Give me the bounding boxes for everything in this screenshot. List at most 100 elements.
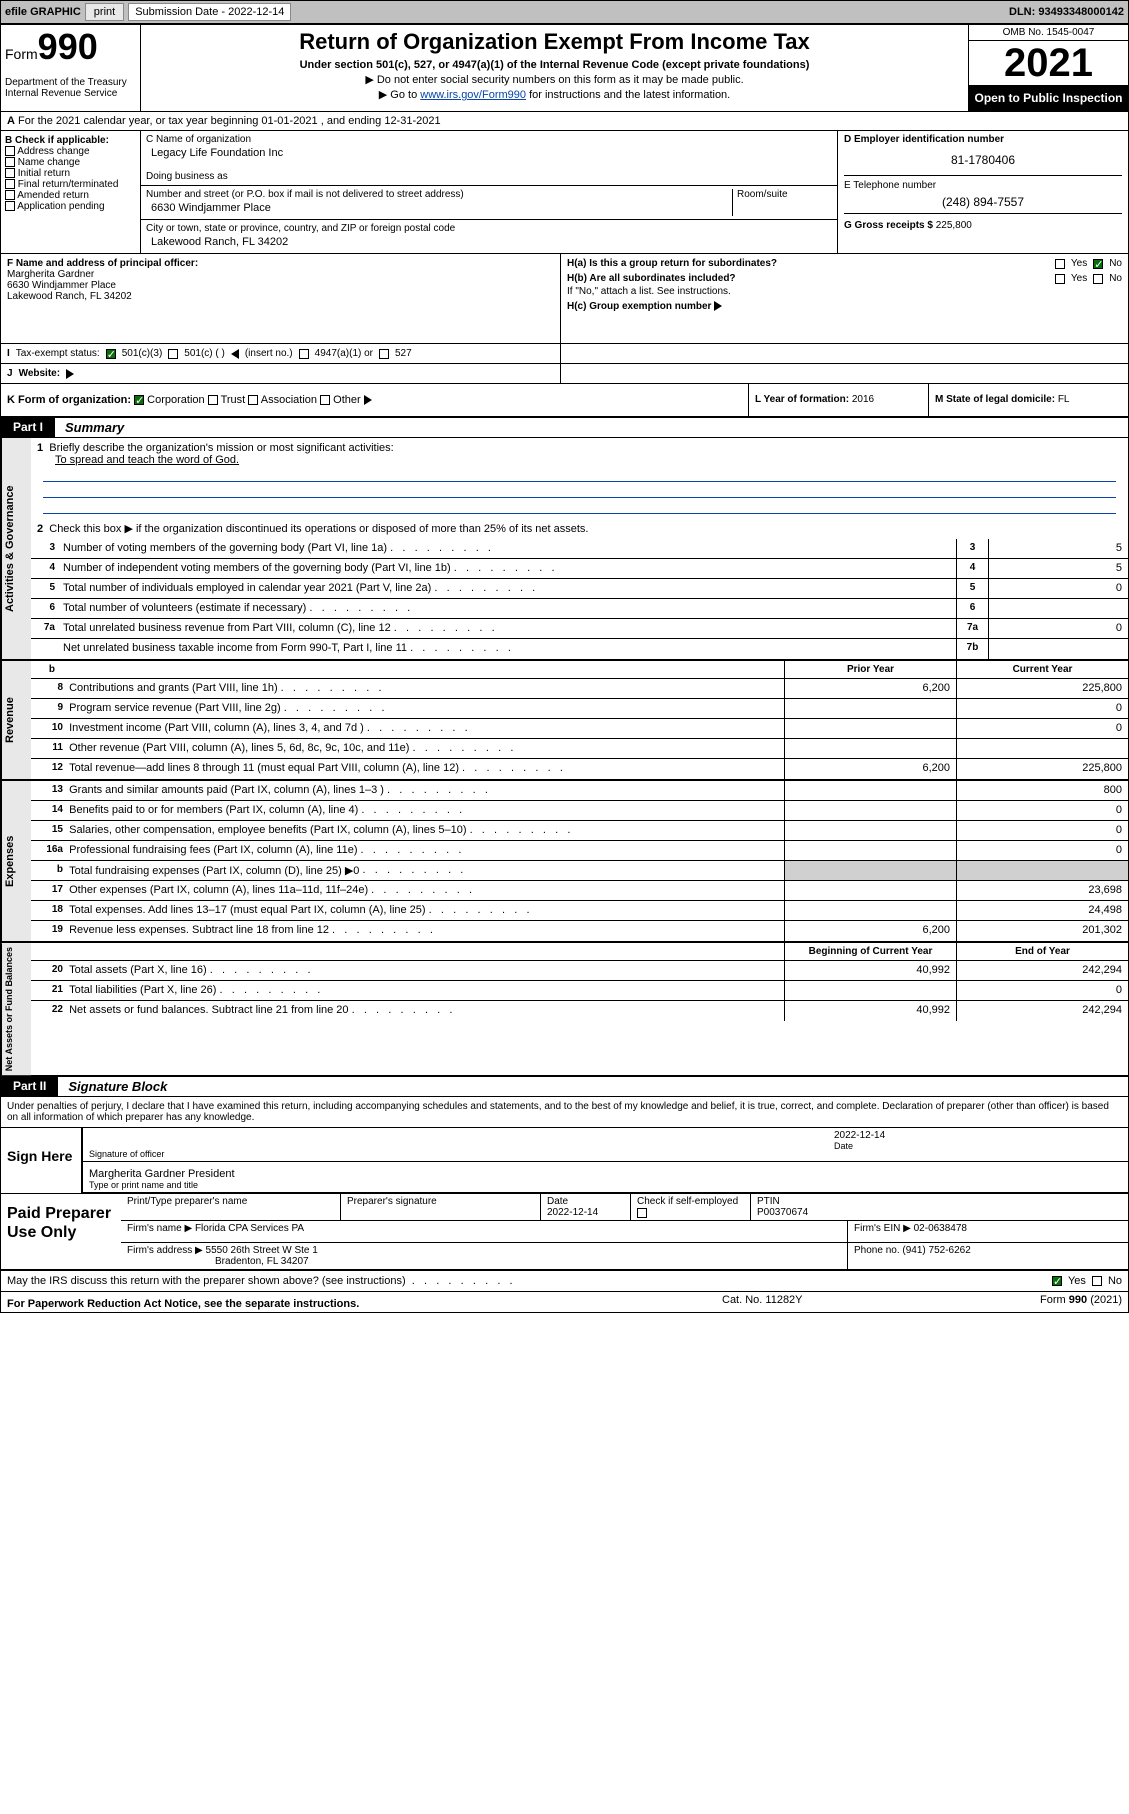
- 527: 527: [395, 348, 412, 359]
- arrow-right-icon: [66, 369, 74, 379]
- sidelabel-exp: Expenses: [1, 781, 31, 941]
- curr-val: 0: [956, 821, 1128, 840]
- hb-note: If "No," attach a list. See instructions…: [567, 286, 1122, 297]
- checkbox-icon[interactable]: [5, 157, 15, 167]
- sig-officer[interactable]: Signature of officer: [81, 1128, 828, 1162]
- hc-row: H(c) Group exemption number: [567, 301, 1122, 312]
- checkbox-icon[interactable]: [5, 190, 15, 200]
- prior-val: [784, 821, 956, 840]
- form-header: Form990 Department of the Treasury Inter…: [1, 25, 1128, 112]
- curr-val: [956, 861, 1128, 880]
- irs-label: Internal Revenue Service: [5, 88, 136, 99]
- efile-label: efile GRAPHIC: [5, 6, 81, 18]
- section-de: D Employer identification number 81-1780…: [838, 131, 1128, 253]
- checkbox-icon[interactable]: [5, 179, 15, 189]
- line-text: 11 Other revenue (Part VIII, column (A),…: [31, 739, 784, 758]
- form-footer: Form 990 (2021): [922, 1294, 1122, 1310]
- checkbox-icon[interactable]: [637, 1208, 647, 1218]
- line-text: 15 Salaries, other compensation, employe…: [31, 821, 784, 840]
- checkbox-icon[interactable]: [1055, 259, 1065, 269]
- gross-receipts: 225,800: [936, 220, 972, 231]
- checkbox-icon[interactable]: [168, 349, 178, 359]
- i-label: I: [7, 348, 10, 359]
- curr-val: [956, 739, 1128, 758]
- prior-year-hdr: Prior Year: [784, 661, 956, 678]
- addr-block: Number and street (or P.O. box if mail i…: [141, 186, 837, 220]
- curr-val: 225,800: [956, 759, 1128, 779]
- checkbox-icon[interactable]: [320, 395, 330, 405]
- dba-label: Doing business as: [146, 161, 832, 182]
- section-a: A For the 2021 calendar year, or tax yea…: [1, 112, 1128, 131]
- blank: [31, 943, 784, 960]
- box-val: 5: [988, 539, 1128, 558]
- checkbox-icon[interactable]: [208, 395, 218, 405]
- data-line: 16a Professional fundraising fees (Part …: [31, 841, 1128, 861]
- prior-val: 6,200: [784, 921, 956, 941]
- firm-ein: Firm's EIN ▶ 02-0638478: [848, 1221, 1128, 1242]
- gov-line: 5 Total number of individuals employed i…: [31, 579, 1128, 599]
- section-c: C Name of organization Legacy Life Found…: [141, 131, 838, 253]
- k-other: Other: [333, 394, 361, 406]
- l-label: L Year of formation:: [755, 394, 849, 405]
- prior-val: [784, 739, 956, 758]
- line-num: 6: [31, 599, 59, 618]
- no-label: No: [1109, 258, 1122, 269]
- prior-val: [784, 841, 956, 860]
- hb-row: H(b) Are all subordinates included? Yes …: [567, 273, 1122, 284]
- box-val: 0: [988, 619, 1128, 638]
- j-left: J Website:: [1, 364, 561, 383]
- hb-label: H(b) Are all subordinates included?: [567, 273, 1049, 284]
- gov-section: Activities & Governance 1 Briefly descri…: [1, 438, 1128, 661]
- h3v: 2022-12-14: [547, 1207, 624, 1218]
- exp-section: Expenses 13 Grants and similar amounts p…: [1, 781, 1128, 943]
- checkbox-icon[interactable]: [379, 349, 389, 359]
- addr2: Bradenton, FL 34207: [215, 1256, 309, 1267]
- tel-value: (248) 894-7557: [844, 191, 1122, 213]
- curr-val: 0: [956, 981, 1128, 1000]
- hc-label: H(c) Group exemption number: [567, 301, 711, 312]
- pwra: For Paperwork Reduction Act Notice, see …: [7, 1294, 722, 1310]
- header-left: Form990 Department of the Treasury Inter…: [1, 25, 141, 111]
- j-right: [561, 364, 1128, 383]
- checkbox-icon[interactable]: [1093, 274, 1103, 284]
- prior-val: [784, 901, 956, 920]
- irs-link[interactable]: www.irs.gov/Form990: [420, 89, 526, 101]
- h5l: PTIN: [757, 1196, 1122, 1207]
- sig-line1: Signature of officer 2022-12-14Date: [81, 1128, 1128, 1162]
- prior-val: 6,200: [784, 679, 956, 698]
- yes-label: Yes: [1071, 258, 1087, 269]
- line-text: 14 Benefits paid to or for members (Part…: [31, 801, 784, 820]
- line-text: 12 Total revenue—add lines 8 through 11 …: [31, 759, 784, 779]
- section-m: M State of legal domicile: FL: [928, 384, 1128, 416]
- mission-line: [43, 466, 1116, 482]
- h3l: Date: [547, 1196, 624, 1207]
- data-line: 20 Total assets (Part X, line 16) 40,992…: [31, 961, 1128, 981]
- section-k: K Form of organization: Corporation Trus…: [1, 384, 748, 416]
- checkbox-icon[interactable]: [5, 146, 15, 156]
- line-text: Net unrelated business taxable income fr…: [59, 639, 956, 659]
- checkbox-icon[interactable]: [5, 201, 15, 211]
- opt5: Application pending: [17, 201, 104, 212]
- checked-icon[interactable]: [106, 349, 116, 359]
- print-button[interactable]: print: [85, 3, 124, 21]
- officer-printed: Margherita Gardner President: [89, 1168, 1122, 1180]
- checkbox-icon[interactable]: [248, 395, 258, 405]
- checked-icon[interactable]: [1052, 1276, 1062, 1286]
- dept-treasury: Department of the Treasury: [5, 77, 136, 88]
- org-name: Legacy Life Foundation Inc: [146, 145, 832, 161]
- checkbox-icon[interactable]: [1092, 1276, 1102, 1286]
- phone-val: (941) 752-6262: [902, 1245, 970, 1256]
- sidelabel-rev: Revenue: [1, 661, 31, 779]
- officer-addr: 6630 Windjammer Place: [7, 280, 554, 291]
- checkbox-icon[interactable]: [5, 168, 15, 178]
- opt1: Name change: [18, 157, 80, 168]
- checked-icon[interactable]: [134, 395, 144, 405]
- checkbox-icon[interactable]: [1055, 274, 1065, 284]
- line-num: [31, 639, 59, 659]
- part1-num: Part I: [1, 418, 55, 437]
- d-label: D Employer identification number: [844, 134, 1122, 145]
- checked-icon[interactable]: [1093, 259, 1103, 269]
- room-label: Room/suite: [732, 189, 832, 216]
- checkbox-icon[interactable]: [299, 349, 309, 359]
- data-line: 8 Contributions and grants (Part VIII, l…: [31, 679, 1128, 699]
